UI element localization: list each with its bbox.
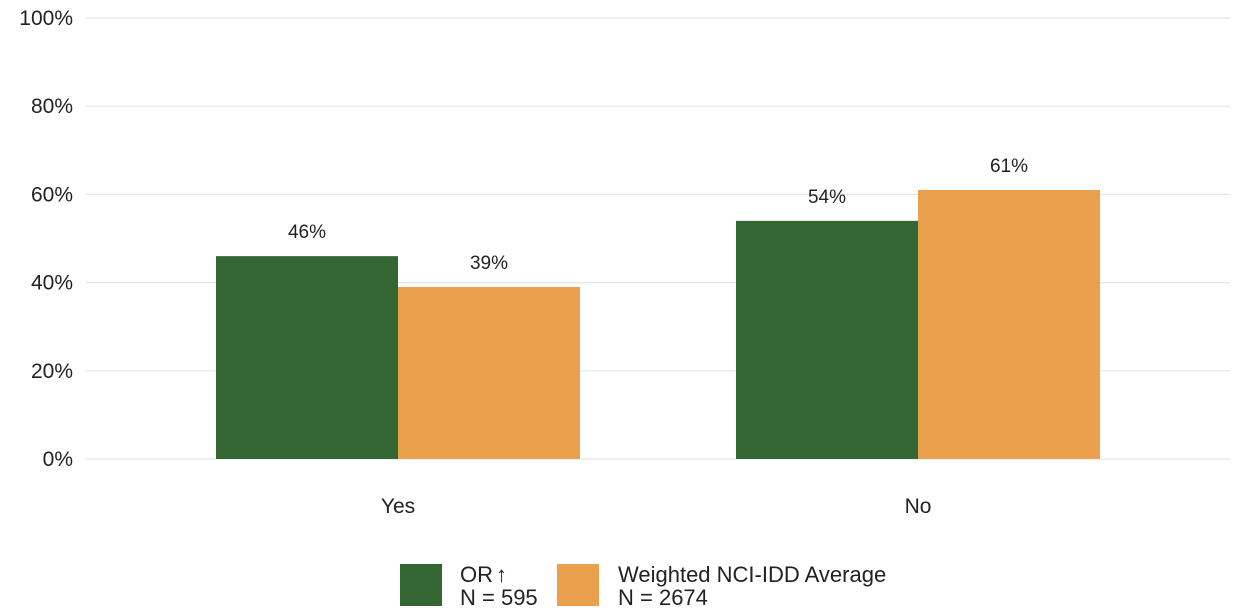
bar-no-series-0 xyxy=(736,220,918,459)
data-labels: 46% 39% 54% 61% xyxy=(288,156,1028,274)
legend-item: ORN = 595↑ xyxy=(400,562,538,610)
arrow-up-icon: ↑ xyxy=(496,562,507,587)
y-tick-label: 40% xyxy=(31,272,73,295)
y-tick-label: 0% xyxy=(43,448,73,471)
y-tick-label: 80% xyxy=(31,95,73,118)
legend-label: OR xyxy=(460,562,493,587)
legend-swatch xyxy=(400,564,442,606)
legend-count: N = 2674 xyxy=(618,585,708,610)
data-label: 54% xyxy=(808,187,846,208)
y-tick-label: 60% xyxy=(31,183,73,206)
bars xyxy=(216,189,1100,460)
x-category-label: Yes xyxy=(381,495,415,518)
y-axis-ticks: 0% 20% 40% 60% 80% 100% xyxy=(19,7,73,471)
data-label: 61% xyxy=(990,156,1028,177)
data-label: 39% xyxy=(470,253,508,274)
bar-no-series-1 xyxy=(918,189,1100,460)
x-category-label: No xyxy=(905,495,932,518)
legend-swatch xyxy=(557,564,599,606)
data-label: 46% xyxy=(288,222,326,243)
legend-count: N = 595 xyxy=(460,585,538,610)
bar-yes-series-0 xyxy=(216,256,398,459)
legend-label: Weighted NCI-IDD Average xyxy=(618,562,886,587)
y-tick-label: 100% xyxy=(19,7,73,30)
x-axis-categories: Yes No xyxy=(381,495,932,518)
bar-yes-series-1 xyxy=(398,287,580,459)
y-tick-label: 20% xyxy=(31,360,73,383)
